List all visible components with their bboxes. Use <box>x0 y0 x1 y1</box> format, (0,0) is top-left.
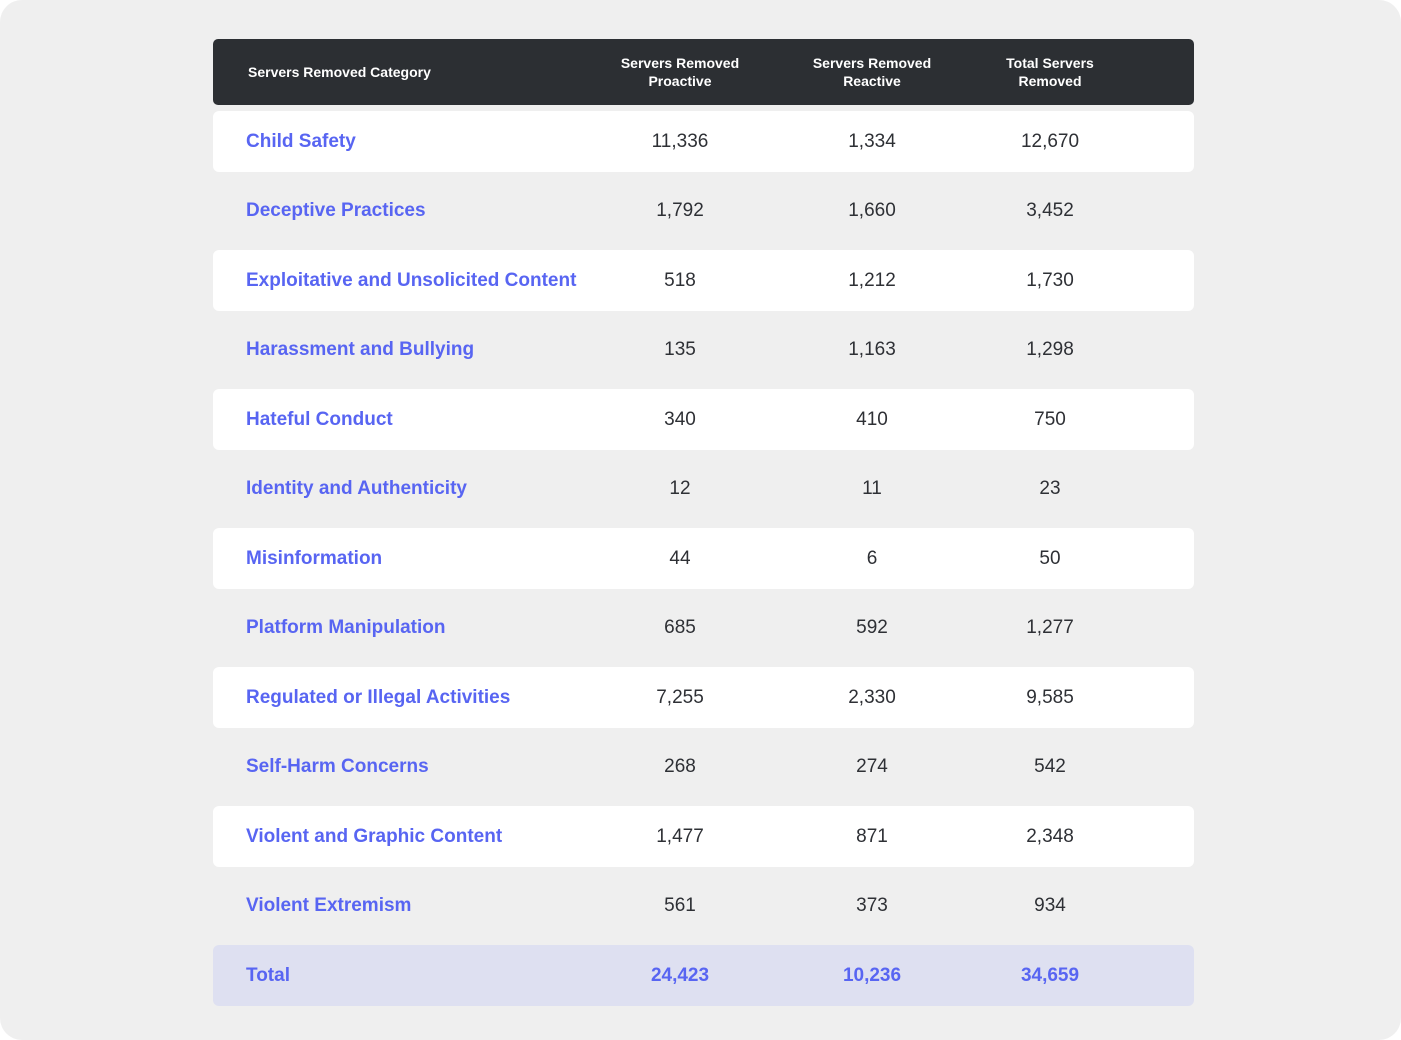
table-row: Exploitative and Unsolicited Content 518… <box>213 250 1194 311</box>
table-row: Child Safety 11,336 1,334 12,670 <box>213 111 1194 172</box>
row-total: 9,585 <box>1026 686 1074 708</box>
row-reactive: 1,212 <box>848 269 896 291</box>
row-proactive: 11,336 <box>651 130 709 152</box>
total-reactive: 10,236 <box>842 964 902 986</box>
row-category: Platform Manipulation <box>246 617 446 638</box>
row-total: 2,348 <box>1026 825 1074 847</box>
row-total: 1,730 <box>1026 269 1074 291</box>
header-reactive: Servers Removed Reactive <box>812 55 932 89</box>
header-proactive: Servers Removed Proactive <box>620 55 740 89</box>
table-header: Servers Removed Category Servers Removed… <box>213 39 1194 105</box>
total-row: Total 24,423 10,236 34,659 <box>213 945 1194 1006</box>
table-row: Identity and Authenticity 12 11 23 <box>213 459 1194 520</box>
row-reactive: 1,334 <box>848 130 896 152</box>
row-category: Regulated or Illegal Activities <box>246 686 511 708</box>
row-category: Deceptive Practices <box>246 200 426 221</box>
row-total: 542 <box>1034 756 1066 777</box>
row-proactive: 340 <box>664 408 696 430</box>
row-proactive: 12 <box>669 478 691 499</box>
table-body: Child Safety 11,336 1,334 12,670 Decepti… <box>213 111 1194 1006</box>
row-category: Hateful Conduct <box>246 408 393 430</box>
row-reactive: 871 <box>856 825 888 847</box>
table-row: Self-Harm Concerns 268 274 542 <box>213 737 1194 798</box>
row-category: Misinformation <box>246 547 383 569</box>
table-row: Misinformation 44 6 50 <box>213 528 1194 589</box>
row-total: 750 <box>1034 408 1066 430</box>
row-total: 50 <box>1039 547 1061 569</box>
row-reactive: 1,660 <box>848 200 896 221</box>
servers-removed-table: Servers Removed Category Servers Removed… <box>213 39 1194 1006</box>
row-category: Self-Harm Concerns <box>246 756 429 777</box>
row-total: 23 <box>1039 478 1061 499</box>
row-reactive: 410 <box>856 408 888 430</box>
row-category: Child Safety <box>246 130 356 152</box>
header-total: Total Servers Removed <box>1006 55 1094 89</box>
row-reactive: 6 <box>866 547 878 569</box>
total-total: 34,659 <box>1020 964 1080 986</box>
row-reactive: 274 <box>856 756 888 777</box>
row-reactive: 11 <box>862 478 882 499</box>
table-row: Violent Extremism 561 373 934 <box>213 876 1194 937</box>
table-row: Violent and Graphic Content 1,477 871 2,… <box>213 806 1194 867</box>
row-proactive: 518 <box>664 269 696 291</box>
row-proactive: 7,255 <box>656 686 704 708</box>
header-category: Servers Removed Category <box>248 64 431 80</box>
row-total: 12,670 <box>1020 130 1080 152</box>
table-row: Deceptive Practices 1,792 1,660 3,452 <box>213 181 1194 242</box>
total-proactive: 24,423 <box>650 964 710 986</box>
row-category: Harassment and Bullying <box>246 339 475 360</box>
row-category: Identity and Authenticity <box>246 478 467 499</box>
row-proactive: 1,477 <box>656 825 704 847</box>
row-category: Exploitative and Unsolicited Content <box>246 269 577 291</box>
table-row: Platform Manipulation 685 592 1,277 <box>213 598 1194 659</box>
table-row: Hateful Conduct 340 410 750 <box>213 389 1194 450</box>
row-total: 1,298 <box>1026 339 1074 360</box>
row-category: Violent and Graphic Content <box>246 825 503 847</box>
row-total: 934 <box>1034 895 1066 916</box>
table-row: Harassment and Bullying 135 1,163 1,298 <box>213 320 1194 381</box>
row-proactive: 135 <box>664 339 696 360</box>
row-reactive: 592 <box>856 617 888 638</box>
row-proactive: 1,792 <box>656 200 704 221</box>
row-proactive: 685 <box>664 617 696 638</box>
total-label: Total <box>246 964 290 986</box>
row-proactive: 44 <box>669 547 691 569</box>
row-reactive: 373 <box>856 895 888 916</box>
table-row: Regulated or Illegal Activities 7,255 2,… <box>213 667 1194 728</box>
row-proactive: 268 <box>664 756 696 777</box>
row-total: 3,452 <box>1026 200 1074 221</box>
row-category: Violent Extremism <box>246 895 412 916</box>
row-total: 1,277 <box>1026 617 1074 638</box>
row-proactive: 561 <box>664 895 696 916</box>
row-reactive: 2,330 <box>848 686 896 708</box>
row-reactive: 1,163 <box>848 339 896 360</box>
